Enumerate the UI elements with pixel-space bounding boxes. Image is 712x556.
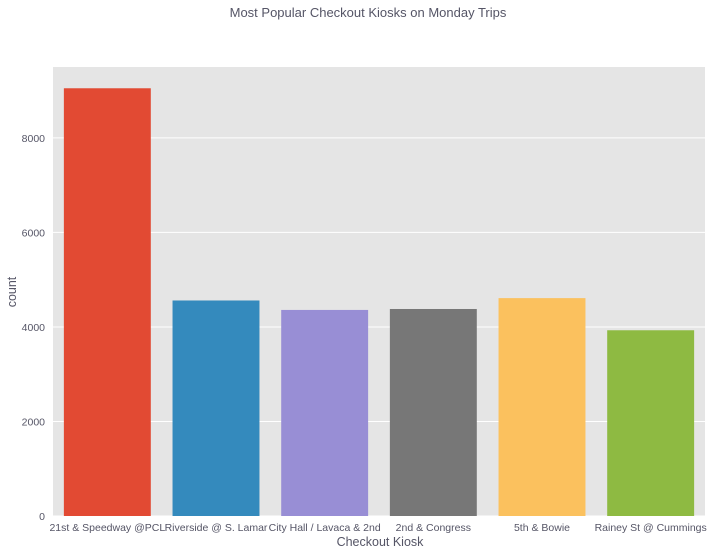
bars (63, 88, 695, 516)
y-axis-label: count (5, 276, 19, 307)
x-tick-labels: 21st & Speedway @PCL Riverside @ S. Lamar… (49, 522, 706, 534)
x-tick-label: 21st & Speedway @PCL (49, 522, 165, 534)
gridlines (53, 137, 705, 517)
y-tick-label: 0 (39, 511, 45, 523)
x-tick-label: 5th & Bowie (514, 522, 570, 534)
bar (498, 298, 586, 516)
x-tick-label: City Hall / Lavaca & 2nd (269, 522, 381, 534)
chart-title: Most Popular Checkout Kiosks on Monday T… (230, 5, 507, 20)
y-tick-label: 4000 (22, 322, 46, 334)
bar (63, 88, 151, 516)
bar (281, 309, 369, 516)
bar (389, 308, 477, 516)
y-tick-label: 6000 (22, 227, 46, 239)
y-tick-label: 8000 (22, 133, 46, 145)
x-axis-label: Checkout Kiosk (337, 535, 425, 549)
plot-area (53, 67, 705, 516)
y-tick-label: 2000 (22, 416, 46, 428)
x-tick-label: Rainey St @ Cummings (595, 522, 707, 534)
x-tick-label: 2nd & Congress (396, 522, 471, 534)
y-tick-labels: 0 2000 4000 6000 8000 (22, 133, 46, 523)
x-tick-label: Riverside @ S. Lamar (165, 522, 268, 534)
bar (172, 300, 260, 516)
bar (607, 330, 695, 516)
